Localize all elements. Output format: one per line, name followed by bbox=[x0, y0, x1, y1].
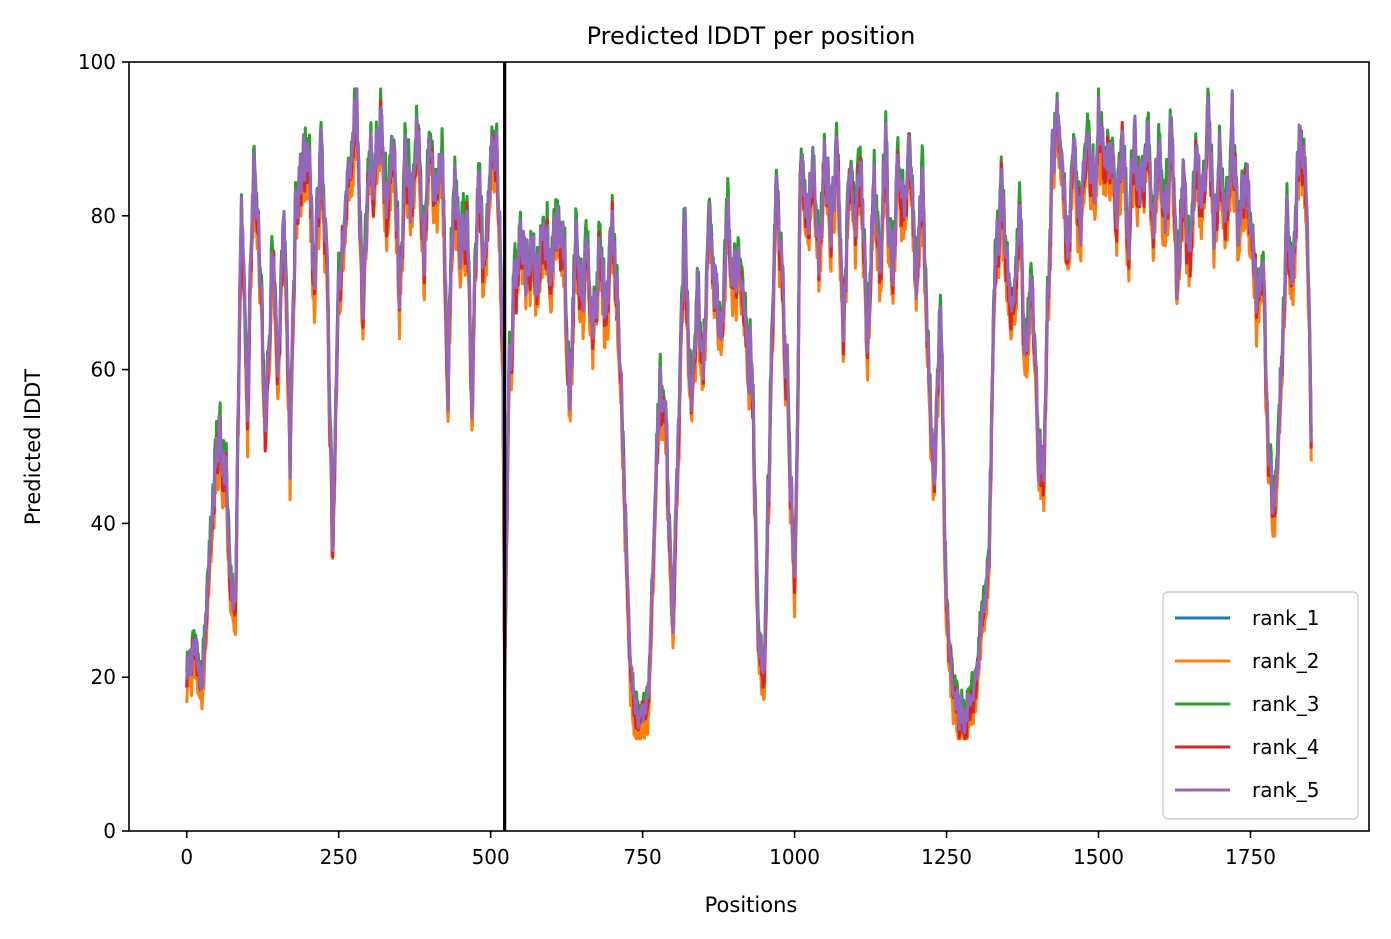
x-tick-label: 750 bbox=[624, 845, 662, 869]
y-tick-label: 60 bbox=[91, 358, 116, 382]
x-tick-label: 1500 bbox=[1073, 845, 1124, 869]
y-tick-label: 40 bbox=[91, 511, 116, 535]
x-tick-label: 0 bbox=[180, 845, 193, 869]
plot-frame bbox=[128, 61, 1370, 832]
legend-label-rank_1: rank_1 bbox=[1252, 606, 1319, 630]
legend-label-rank_3: rank_3 bbox=[1252, 692, 1319, 716]
legend: rank_1 rank_2 rank_3 rank_4 rank_5 bbox=[1162, 591, 1359, 820]
x-axis-ticks: 0 250 500 750 1000 1250 1500 1750 bbox=[180, 831, 1276, 869]
x-tick-label: 500 bbox=[472, 845, 510, 869]
x-tick-label: 1750 bbox=[1225, 845, 1276, 869]
legend-label-rank_2: rank_2 bbox=[1252, 649, 1319, 673]
x-tick-label: 1000 bbox=[769, 845, 820, 869]
x-tick-label: 250 bbox=[320, 845, 358, 869]
legend-label-rank_4: rank_4 bbox=[1252, 735, 1319, 759]
x-tick-label: 1250 bbox=[921, 845, 972, 869]
series-line-rank_5 bbox=[185, 87, 1313, 735]
y-tick-label: 20 bbox=[91, 665, 116, 689]
legend-label-rank_5: rank_5 bbox=[1252, 778, 1319, 802]
legend-box bbox=[1162, 591, 1359, 820]
y-tick-label: 0 bbox=[103, 819, 116, 843]
y-axis-label: Predicted lDDT bbox=[21, 369, 45, 525]
series-layer bbox=[185, 87, 1313, 741]
chart-title: Predicted lDDT per position bbox=[587, 22, 916, 50]
x-axis-label: Positions bbox=[705, 893, 798, 917]
y-tick-label: 100 bbox=[78, 50, 116, 74]
y-tick-label: 80 bbox=[91, 204, 116, 228]
y-axis-ticks: 0 20 40 60 80 100 bbox=[78, 50, 129, 843]
